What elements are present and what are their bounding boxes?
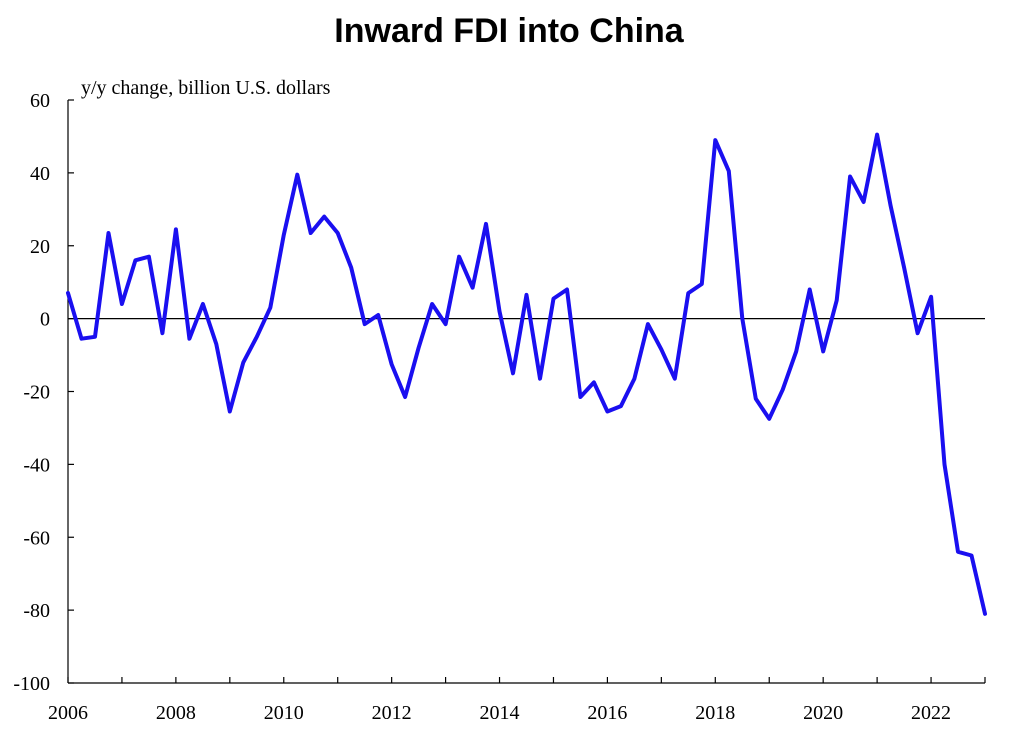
y-tick-label: 0	[40, 309, 50, 331]
y-tick-label: 20	[30, 236, 50, 258]
y-tick-label: -40	[23, 454, 50, 476]
y-tick-label: -100	[13, 673, 50, 695]
x-tick-label: 2020	[803, 702, 843, 724]
x-tick-label: 2022	[911, 702, 951, 724]
x-tick-label: 2010	[264, 702, 304, 724]
y-tick-label: -60	[23, 527, 50, 549]
tick-labels: 60 40 20 0 -20 -40 -60 -80 -100 2006 2008 2010 2012 2…	[13, 90, 951, 724]
chart-title: Inward FDI into China	[334, 12, 684, 50]
series-line-fdi	[66, 132, 987, 616]
x-tick-label: 2014	[480, 702, 520, 724]
y-axis-unit-label: y/y change, billion U.S. dollars	[81, 77, 331, 99]
x-tick-label: 2012	[372, 702, 412, 724]
x-tick-label: 2016	[587, 702, 627, 724]
y-tick-label: 60	[30, 90, 50, 112]
x-tick-label: 2018	[695, 702, 735, 724]
x-tick-label: 2008	[156, 702, 196, 724]
y-tick-label: -20	[23, 382, 50, 404]
y-tick-label: -80	[23, 600, 50, 622]
y-tick-label: 40	[30, 163, 50, 185]
x-tick-label: 2006	[48, 702, 88, 724]
series-layer	[66, 132, 987, 616]
